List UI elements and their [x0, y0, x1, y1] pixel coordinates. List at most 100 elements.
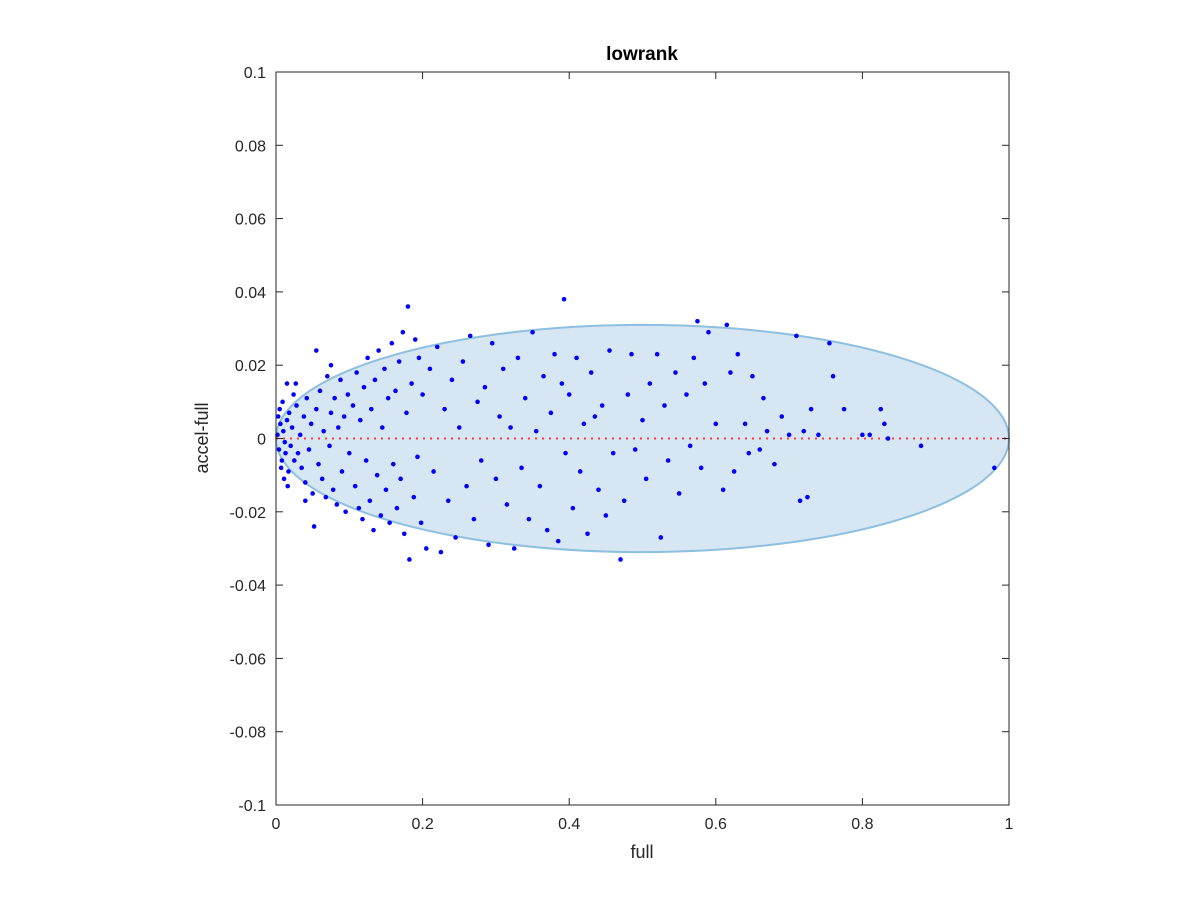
scatter-point [289, 425, 295, 430]
scatter-point [497, 414, 502, 419]
scatter-point [350, 403, 356, 408]
scatter-point [702, 381, 708, 386]
scatter-point [365, 355, 370, 361]
scatter-point [292, 458, 297, 463]
scatter-point [632, 447, 638, 452]
scatter-point [449, 377, 455, 383]
scatter-point [504, 502, 510, 507]
scatter-point [574, 355, 579, 361]
scatter-point [464, 483, 469, 489]
scatter-point [404, 410, 409, 416]
scatter-point [352, 483, 358, 489]
scatter-point [276, 447, 282, 452]
scatter-point [794, 333, 799, 339]
scatter-point [471, 516, 477, 522]
scatter-point [416, 355, 422, 361]
scatter-point [383, 487, 389, 493]
scatter-point [735, 351, 741, 357]
scatter-point [706, 329, 711, 335]
scatter-point [291, 392, 296, 397]
scatter-point [779, 414, 785, 419]
scatter-point [316, 461, 321, 467]
scatter-point [328, 410, 334, 416]
scatter-point [277, 406, 282, 412]
scatter-point [360, 516, 365, 522]
scatter-point [643, 476, 649, 482]
scatter-point [742, 421, 748, 427]
scatter-point [456, 425, 462, 430]
scatter-point [588, 370, 594, 375]
scatter-point [420, 392, 425, 397]
scatter-point [317, 388, 323, 394]
scatter-point [283, 450, 288, 456]
scatter-point [731, 469, 737, 474]
scatter-point [325, 373, 330, 379]
scatter-point [882, 421, 887, 427]
scatter-point [385, 395, 391, 401]
scatter-point [423, 546, 429, 551]
scatter-point [295, 450, 301, 456]
scatter-point [698, 465, 704, 471]
scatter-point [311, 524, 317, 529]
scatter-point [327, 443, 332, 449]
y-axis-label: accel-full [192, 402, 212, 473]
scatter-point [393, 388, 398, 394]
scatter-point [695, 318, 700, 324]
scatter-point [596, 487, 601, 493]
scatter-point [654, 351, 660, 357]
scatter-point [284, 417, 290, 423]
scatter-point [394, 505, 400, 511]
scatter-point [401, 531, 407, 537]
scatter-point [285, 483, 291, 489]
scatter-point [453, 535, 458, 540]
scatter-point [640, 417, 645, 423]
scatter-point [625, 392, 631, 397]
scatter-point [786, 432, 792, 438]
scatter-point [354, 370, 359, 375]
scatter-point [830, 373, 836, 379]
scatter-point [286, 410, 292, 416]
scatter-point [544, 527, 550, 533]
y-tick-label: 0.06 [235, 212, 266, 229]
scatter-point [336, 425, 341, 430]
y-tick-label: -0.06 [230, 651, 267, 668]
scatter-point [301, 414, 307, 419]
scatter-point [284, 381, 290, 386]
scatter-point [555, 538, 561, 544]
scatter-point [658, 535, 664, 540]
scatter-point [676, 491, 682, 496]
scatter-point [412, 337, 418, 342]
scatter-point [356, 505, 362, 511]
scatter-point [308, 421, 314, 427]
scatter-point [278, 421, 283, 427]
scatter-point [724, 322, 730, 328]
scatter-point [519, 465, 524, 471]
scatter-point [431, 469, 436, 474]
scatter-point [434, 344, 440, 350]
x-axis-label: full [630, 842, 653, 862]
scatter-point [684, 392, 689, 397]
scatter-point [629, 351, 634, 357]
scatter-point [304, 395, 310, 401]
scatter-point [493, 476, 499, 482]
scatter-point [805, 494, 810, 500]
scatter-point [662, 403, 667, 408]
y-tick-labels: -0.1 -0.08 -0.06 -0.04 -0.02 0 0.02 0.04 0.06 0.0… [230, 65, 267, 815]
scatter-point [372, 377, 378, 383]
scatter-point [522, 395, 528, 401]
scatter-point [885, 436, 891, 441]
scatter-point [647, 381, 653, 386]
scatter-point [610, 450, 616, 456]
scatter-point [303, 498, 308, 504]
y-tick-label: -0.04 [230, 578, 267, 595]
scatter-point [687, 443, 693, 449]
y-tick-label: -0.1 [238, 798, 266, 815]
scatter-point [992, 465, 997, 471]
scatter-point [405, 304, 411, 309]
scatter-point [371, 527, 376, 533]
scatter-point [761, 395, 766, 401]
scatter-point [275, 414, 281, 419]
scatter-point [415, 454, 420, 460]
scatter-point [577, 469, 583, 474]
scatter-point [303, 480, 308, 485]
